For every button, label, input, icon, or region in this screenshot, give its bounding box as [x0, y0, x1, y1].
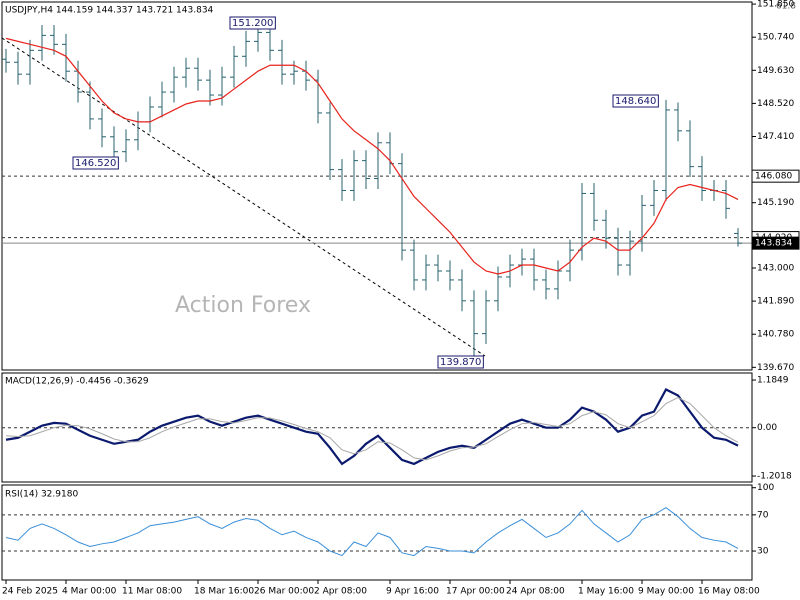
price-title: USDJPY,H4 144.159 144.337 143.721 143.83… — [5, 6, 214, 16]
y-tick-label: 0.00 — [757, 423, 777, 433]
price-panel — [1, 1, 753, 371]
level-label: 146.080 — [755, 172, 792, 182]
y-tick-label: 150.740 — [757, 33, 794, 43]
x-tick-label: 11 Mar 08:00 — [122, 587, 182, 597]
y-tick-label: 149.630 — [757, 66, 794, 76]
annotation-box — [229, 16, 276, 30]
macd-title: MACD(12,26,9) -0.4456 -0.3629 — [5, 377, 149, 387]
y-tick-label: 148.520 — [757, 99, 794, 109]
fib-label: 61.8 — [776, 2, 796, 12]
x-tick-label: 17 Apr 00:00 — [446, 587, 505, 597]
annotation-box — [72, 156, 119, 170]
y-tick-label: 140.780 — [757, 330, 794, 340]
y-tick-label: -1.2018 — [757, 472, 792, 482]
annotation-box — [612, 94, 659, 108]
x-tick-label: 26 Mar 00:00 — [254, 587, 314, 597]
y-tick-label: 1.1849 — [757, 376, 789, 386]
watermark: Action Forex — [175, 293, 311, 318]
x-tick-label: 4 Mar 00:00 — [62, 587, 117, 597]
x-tick-label: 2 Apr 08:00 — [314, 587, 367, 597]
x-tick-label: 24 Feb 2025 — [2, 587, 58, 597]
x-tick-label: 1 May 16:00 — [578, 587, 634, 597]
y-tick-label: 100 — [757, 483, 774, 493]
y-tick-label: 30 — [757, 547, 769, 557]
annotation: 151.200 — [232, 18, 273, 29]
x-tick-label: 16 May 08:00 — [698, 587, 760, 597]
annotation: 148.640 — [615, 96, 656, 107]
y-tick-label: 141.890 — [757, 297, 794, 307]
trend-line — [1, 37, 486, 357]
moving-average — [5, 37, 739, 275]
level-label-box — [751, 169, 800, 183]
y-tick-label: 70 — [757, 510, 769, 520]
x-tick-label: 9 Apr 16:00 — [386, 587, 439, 597]
annotation: 139.870 — [440, 357, 481, 368]
y-tick-label: 139.670 — [757, 363, 794, 373]
rsi-title: RSI(14) 32.9180 — [5, 490, 78, 500]
x-tick-label: 24 Apr 08:00 — [506, 587, 565, 597]
x-tick-label: 9 May 00:00 — [638, 587, 694, 597]
level-label-box — [751, 236, 800, 250]
rsi-line — [5, 507, 739, 557]
y-tick-label: 151.850 — [757, 0, 794, 10]
y-tick-label: 145.190 — [757, 198, 794, 208]
x-tick-label: 18 Mar 16:00 — [194, 587, 254, 597]
y-tick-label: 143.000 — [757, 264, 794, 274]
y-tick-label: 147.410 — [757, 132, 794, 142]
level-label: 143.834 — [755, 239, 792, 249]
signal-line — [5, 396, 739, 461]
annotation: 146.520 — [75, 158, 116, 169]
rsi-panel — [1, 484, 753, 581]
annotation-box — [437, 355, 484, 369]
